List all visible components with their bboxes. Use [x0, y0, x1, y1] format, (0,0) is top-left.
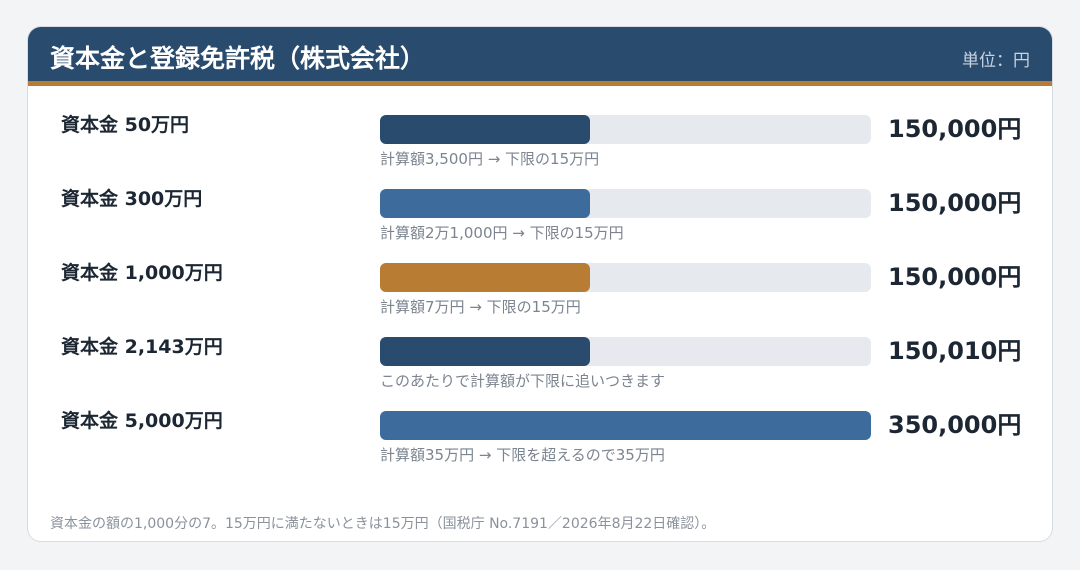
bar-track — [380, 411, 871, 440]
category-label: 資本金 50万円 — [61, 114, 190, 136]
annotation: 計算額2万1,000円 → 下限の15万円 — [380, 224, 624, 242]
chart-card: 資本金と登録免許税（株式会社） 単位：円 資本金 50万円 150,000円 計算額… — [27, 26, 1053, 542]
bar — [380, 337, 590, 366]
category-label: 資本金 300万円 — [61, 188, 203, 210]
bar-track — [380, 337, 871, 366]
bar-track — [380, 189, 871, 218]
footer-note: 資本金の額の1,000分の7。15万円に満たないときは15万円（国税庁 No.7… — [50, 516, 716, 532]
unit-label: 単位：円 — [962, 51, 1030, 71]
bar-track — [380, 263, 871, 292]
value-label: 350,000円 — [888, 411, 1022, 439]
bar-row: 資本金 50万円 150,000円計算額3,500円 → 下限の15万円 — [28, 107, 1052, 177]
value-label: 150,000円 — [888, 115, 1022, 143]
bar — [380, 115, 590, 144]
bar-row: 資本金 5,000万円 350,000円計算額35万円 → 下限を超えるので35万… — [28, 403, 1052, 473]
category-label: 資本金 1,000万円 — [61, 262, 223, 284]
value-label: 150,010円 — [888, 337, 1022, 365]
value-label: 150,000円 — [888, 189, 1022, 217]
annotation: 計算額7万円 → 下限の15万円 — [380, 298, 581, 316]
bar-row: 資本金 1,000万円 150,000円計算額7万円 → 下限の15万円 — [28, 255, 1052, 325]
bar — [380, 411, 871, 440]
value-label: 150,000円 — [888, 263, 1022, 291]
category-label: 資本金 2,143万円 — [61, 336, 223, 358]
chart-title: 資本金と登録免許税（株式会社） — [50, 44, 426, 73]
header-bar: 資本金と登録免許税（株式会社） 単位：円 — [28, 27, 1052, 86]
bar — [380, 189, 590, 218]
category-label: 資本金 5,000万円 — [61, 410, 223, 432]
bar-row: 資本金 300万円 150,000円計算額2万1,000円 → 下限の15万円 — [28, 181, 1052, 251]
annotation: このあたりで計算額が下限に追いつきます — [380, 372, 666, 390]
bar — [380, 263, 590, 292]
bar-row: 資本金 2,143万円 150,010円このあたりで計算額が下限に追いつきます — [28, 329, 1052, 399]
annotation: 計算額3,500円 → 下限の15万円 — [380, 150, 600, 168]
annotation: 計算額35万円 → 下限を超えるので35万円 — [380, 446, 665, 464]
bar-track — [380, 115, 871, 144]
